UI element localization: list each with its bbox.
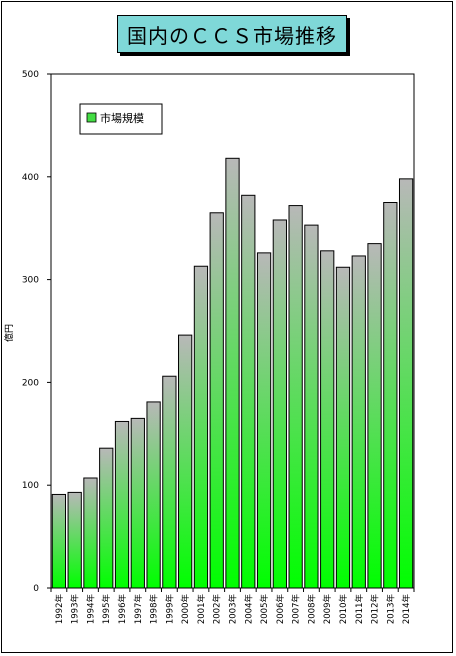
x-tick-label-1997年: 1997年	[133, 594, 144, 625]
bar-2004年	[241, 194, 256, 589]
bar-2003年	[225, 157, 240, 589]
y-tick-label-300: 300	[22, 276, 39, 286]
x-tick-label-1993年: 1993年	[70, 594, 81, 625]
bar-2009年	[320, 250, 335, 589]
bar-2014年	[398, 178, 414, 589]
x-tick-label-1998年: 1998年	[149, 594, 160, 625]
bar-1993年	[67, 491, 82, 589]
bar-2013年	[383, 202, 398, 589]
y-tick-label-500: 500	[22, 70, 39, 80]
bar-1996年	[114, 420, 130, 589]
x-tick-label-2011年: 2011年	[354, 594, 365, 625]
bar-1995年	[99, 447, 114, 589]
x-tick-label-2012年: 2012年	[370, 594, 381, 625]
bar-1998年	[146, 401, 161, 589]
bar-2008年	[304, 224, 319, 589]
bar-2000年	[178, 334, 193, 589]
x-tick-label-1999年: 1999年	[164, 594, 175, 625]
x-tick-label-2008年: 2008年	[306, 594, 317, 625]
x-tick-label-2006年: 2006年	[275, 594, 286, 625]
bar-2006年	[272, 219, 287, 589]
y-tick-label-200: 200	[22, 378, 39, 388]
x-tick-label-2009年: 2009年	[322, 594, 333, 625]
bar-2001年	[193, 265, 209, 589]
x-tick-label-2003年: 2003年	[228, 594, 239, 625]
x-tick-label-1996年: 1996年	[117, 594, 128, 625]
bar-1997年	[130, 417, 145, 589]
x-tick-label-2014年: 2014年	[401, 594, 412, 625]
bar-1999年	[162, 375, 177, 589]
bar-2007年	[288, 205, 303, 589]
x-tick-label-2000年: 2000年	[180, 594, 191, 625]
x-tick-label-2004年: 2004年	[243, 594, 254, 625]
y-tick-label-0: 0	[33, 584, 39, 594]
legend-label: 市場規模	[100, 111, 144, 125]
bar-2002年	[209, 212, 224, 589]
y-axis-title: 億円	[3, 324, 15, 342]
bar-1992年	[51, 493, 67, 589]
x-tick-label-2007年: 2007年	[291, 594, 302, 625]
legend-swatch	[86, 112, 97, 123]
x-tick-label-1992年: 1992年	[54, 594, 65, 625]
x-tick-label-2010年: 2010年	[338, 594, 349, 625]
bar-2012年	[367, 243, 382, 589]
bar-2010年	[335, 266, 351, 589]
y-tick-label-100: 100	[22, 481, 39, 491]
x-tick-label-2002年: 2002年	[212, 594, 223, 625]
bar-2011年	[351, 255, 366, 589]
title-box: 国内のＣＣＳ市場推移	[117, 15, 347, 53]
x-tick-label-2013年: 2013年	[385, 594, 396, 625]
x-tick-label-2005年: 2005年	[259, 594, 270, 625]
x-tick-label-1994年: 1994年	[85, 594, 96, 625]
legend: 市場規模	[79, 103, 163, 135]
chart-title: 国内のＣＣＳ市場推移	[127, 23, 337, 48]
x-tick-label-1995年: 1995年	[101, 594, 112, 625]
y-tick-label-400: 400	[22, 173, 39, 183]
bar-1994年	[83, 477, 98, 589]
bar-2005年	[256, 252, 272, 589]
x-tick-label-2001年: 2001年	[196, 594, 207, 625]
